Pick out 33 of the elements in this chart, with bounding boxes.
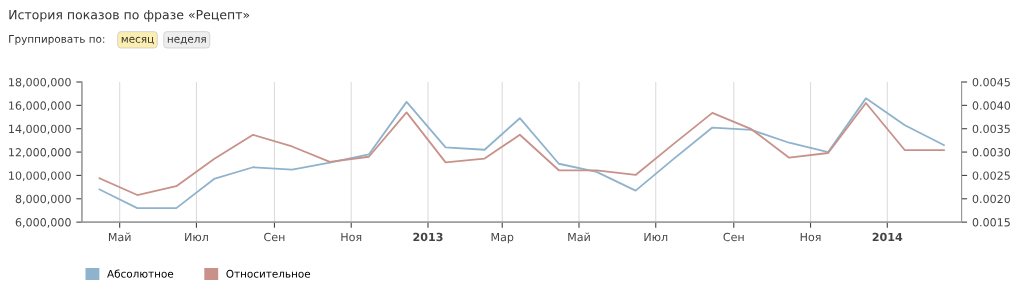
y2-tick-label: 0.0040 (972, 101, 1011, 110)
y-tick-label: 6,000,000 (15, 218, 71, 228)
y2-tick-label: 0.0045 (972, 77, 1010, 87)
y2-tick-label: 0.0025 (972, 171, 1010, 180)
y-tick-label: 14,000,000 (9, 124, 71, 135)
legend-label: Абсолютное (107, 269, 174, 278)
y2-tick-label: 0.0015 (972, 218, 1010, 227)
x-tick-label: Ноя (800, 232, 821, 242)
x-tick-label: Июл (185, 232, 208, 242)
x-tick-label: Мар (491, 232, 514, 244)
x-tick-label: Сен (264, 232, 285, 242)
y-tick-label: 12,000,000 (9, 148, 71, 158)
y-tick-label: 10,000,000 (9, 171, 71, 181)
x-tick-label: 2014 (872, 232, 903, 242)
x-tick-label: Май (568, 232, 590, 242)
x-tick-label: Май (108, 232, 131, 242)
x-tick-label: Июл (644, 232, 668, 242)
y2-tick-label: 0.0035 (972, 124, 1010, 134)
x-tick-label: Сен (723, 232, 744, 242)
y2-tick-label: 0.0030 (972, 148, 1011, 157)
text: Группировать по: (9, 35, 105, 45)
line-series (98, 102, 945, 196)
text: неделя (167, 36, 206, 45)
chart-title: История показов по фразе «Рецепт» (9, 10, 250, 22)
y2-tick-label: 0.0020 (972, 194, 1011, 204)
legend-label: Относительное (226, 269, 311, 278)
x-tick-label: Ноя (341, 232, 362, 242)
y-tick-label: 8,000,000 (15, 194, 71, 205)
y-tick-label: 18,000,000 (9, 77, 71, 88)
x-tick-label: 2013 (413, 232, 443, 242)
text: месяц (121, 36, 154, 45)
line-series (98, 97, 945, 210)
y-tick-label: 16,000,000 (9, 101, 71, 111)
